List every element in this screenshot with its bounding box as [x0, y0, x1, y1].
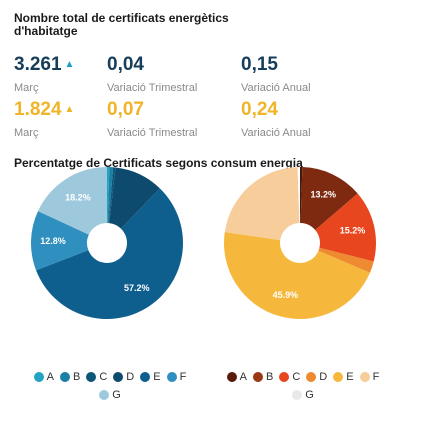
legend-item-a[interactable]: A	[226, 371, 247, 383]
legend-item-c[interactable]: C	[86, 371, 107, 383]
legend-item-f[interactable]: F	[359, 371, 380, 383]
pie-slice-c[interactable]	[315, 193, 376, 262]
slice-data-label: 45.9%	[273, 290, 299, 300]
chart-legend-orange: A B C D E F G	[213, 371, 393, 401]
legend-dot-icon	[306, 372, 317, 382]
legend-item-b[interactable]: B	[60, 371, 80, 383]
legend-dot-icon	[113, 372, 124, 382]
up-arrow-icon: ▲	[64, 59, 75, 70]
legend-label: A	[46, 371, 54, 383]
pie-slice-b[interactable]	[300, 167, 358, 230]
legend-label: D	[319, 371, 328, 383]
legend-label: D	[126, 371, 135, 383]
legend-dot-icon	[99, 390, 110, 400]
pie-slice-e[interactable]	[223, 232, 370, 320]
legend-item-d[interactable]: D	[306, 371, 327, 383]
stat-label: Març	[14, 127, 39, 139]
legend-dot-icon	[60, 372, 70, 382]
legend-item-d[interactable]: D	[113, 371, 134, 383]
stat-total-yellow: 1.824 ▲ Març	[14, 100, 74, 140]
legend-item-b[interactable]: B	[253, 371, 273, 383]
legend-dot-icon	[86, 372, 97, 382]
pie-slice-f[interactable]	[30, 211, 89, 271]
legend-label: B	[266, 371, 274, 383]
legend-item-e[interactable]: E	[140, 371, 161, 383]
stat-value: 3.261 ▲	[14, 55, 74, 75]
stat-annual-yellow: 0,24 Variació Anual	[241, 99, 311, 140]
legend-label: G	[112, 389, 121, 401]
legend-item-g[interactable]: G	[292, 389, 314, 401]
legend-label: E	[346, 371, 354, 383]
slice-data-label: 18.2%	[65, 193, 91, 203]
legend-dot-icon	[166, 372, 177, 382]
pie-slice-d[interactable]	[109, 167, 160, 229]
pie-slice-e[interactable]	[36, 188, 183, 320]
pie-slice-b[interactable]	[107, 167, 114, 224]
stat-value: 0,15	[241, 54, 278, 75]
legend-label: A	[239, 371, 247, 383]
legend-label: E	[153, 371, 161, 383]
up-arrow-icon: ▲	[64, 104, 75, 115]
legend-dot-icon	[292, 390, 303, 400]
legend-item-g[interactable]: G	[99, 389, 121, 401]
legend-label: F	[179, 371, 187, 383]
stat-value: 0,04	[107, 54, 144, 75]
stat-quarterly-yellow: 0,07 Variació Trimestral	[107, 99, 198, 140]
legend-dot-icon	[33, 372, 44, 382]
legend-dot-icon	[279, 372, 290, 382]
stat-label: Variació Anual	[241, 82, 311, 94]
pie-slice-g[interactable]	[297, 167, 300, 224]
pie-slice-c[interactable]	[108, 167, 116, 224]
legend-label: C	[292, 371, 301, 383]
stat-total-blue: 3.261 ▲ Març	[14, 55, 74, 95]
legend-dot-icon	[253, 372, 263, 382]
stat-value: 0,24	[241, 99, 278, 120]
stat-value: 0,07	[107, 99, 144, 120]
stat-value: 1.824 ▲	[14, 100, 74, 120]
legend-dot-icon	[140, 372, 151, 382]
legend-dot-icon	[333, 372, 344, 382]
stat-value-text: 3.261	[14, 54, 62, 75]
slice-data-label: 57.2%	[124, 283, 150, 293]
energy-pie-chart-blue: 57.2% 12.8% 18.2%	[30, 167, 183, 320]
slice-data-label: 15.2%	[340, 226, 366, 236]
stat-label: Variació Trimestral	[107, 82, 198, 94]
chart-legend-blue: A B C D E F G	[20, 371, 200, 401]
legend-label: G	[305, 389, 314, 401]
energy-pie-chart-orange: 13.2% 15.2% 45.9%	[223, 167, 376, 320]
pie-slice-g[interactable]	[38, 167, 107, 235]
slice-data-label: 12.8%	[40, 236, 66, 246]
pie-slice-d[interactable]	[318, 247, 374, 273]
stat-label: Març	[14, 82, 39, 94]
page-title: Nombre total de certificats energètics d…	[14, 11, 229, 38]
slice-data-label: 13.2%	[311, 189, 337, 199]
stat-label: Variació Trimestral	[107, 127, 198, 139]
legend-item-f[interactable]: F	[166, 371, 187, 383]
stat-quarterly-blue: 0,04 Variació Trimestral	[107, 54, 198, 95]
legend-label: F	[372, 371, 380, 383]
pie-slice-f[interactable]	[224, 167, 300, 241]
pie-slice-a[interactable]	[107, 167, 110, 224]
legend-item-e[interactable]: E	[333, 371, 354, 383]
legend-item-a[interactable]: A	[33, 371, 54, 383]
legend-dot-icon	[359, 372, 370, 382]
stat-value-text: 1.824	[14, 99, 62, 120]
pie-slice-a[interactable]	[300, 167, 303, 224]
charts-section-title: Percentatge de Certificats segons consum…	[14, 156, 303, 170]
legend-label: C	[99, 371, 108, 383]
legend-item-c[interactable]: C	[279, 371, 300, 383]
stat-label: Variació Anual	[241, 127, 311, 139]
legend-label: B	[73, 371, 81, 383]
legend-dot-icon	[226, 372, 237, 382]
stat-annual-blue: 0,15 Variació Anual	[241, 54, 311, 95]
